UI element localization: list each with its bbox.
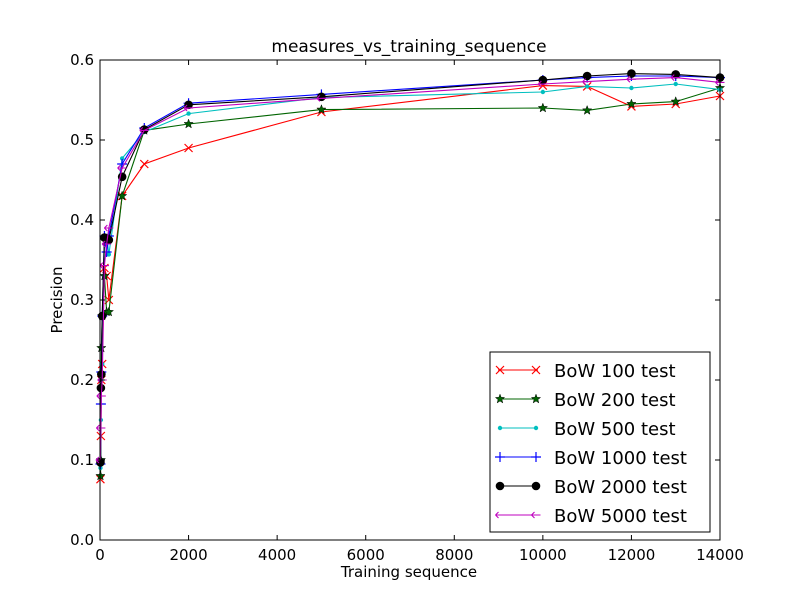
data-point [316, 104, 327, 115]
x-tick-label: 10000 [519, 546, 567, 564]
data-point [626, 75, 636, 83]
data-point [97, 370, 106, 379]
data-point [584, 84, 590, 89]
legend-label: BoW 100 test [554, 361, 676, 382]
series-line [99, 73, 721, 463]
legend-marker [531, 481, 541, 491]
legend-entry: BoW 1000 test [495, 448, 687, 469]
plot-area [95, 69, 726, 484]
legend-box [489, 351, 711, 533]
legend-marker [495, 511, 505, 519]
data-point [183, 118, 194, 129]
legend-label: BoW 2000 test [554, 477, 687, 498]
x-tick-label: 8000 [435, 546, 473, 564]
x-tick-label: 0 [95, 546, 105, 564]
data-point [103, 224, 114, 232]
legend-entry: BoW 100 test [495, 361, 676, 382]
data-point [184, 100, 193, 110]
y-tick-label: 0.1 [70, 451, 94, 469]
legend-entry: BoW 200 test [494, 390, 676, 411]
data-point [582, 78, 592, 85]
legend-marker [533, 425, 539, 431]
legend-marker [495, 365, 505, 375]
data-point [97, 311, 107, 321]
legend-marker [494, 393, 506, 404]
data-point [183, 104, 194, 112]
y-tick-label: 0.6 [70, 51, 94, 69]
data-point [95, 424, 106, 432]
data-point [101, 240, 112, 248]
data-point [316, 95, 326, 102]
data-point [106, 252, 112, 257]
data-point [671, 70, 681, 79]
data-point [629, 85, 634, 91]
legend-entry: BoW 5000 test [495, 506, 687, 527]
y-tick-label: 0.5 [70, 131, 94, 149]
data-point [582, 71, 592, 81]
legend-entry: BoW 2000 test [495, 477, 687, 498]
axis-ticks: 0 2000 4000 6000 8000 10000 12000 14000 0.0 0.1 0.… [70, 51, 744, 564]
legend-marker [495, 481, 505, 491]
x-tick-label: 12000 [608, 546, 656, 564]
x-tick-label: 14000 [696, 546, 744, 564]
data-point [627, 69, 636, 78]
data-point [186, 111, 191, 116]
data-point [184, 143, 193, 153]
data-point [96, 392, 106, 400]
data-point [673, 81, 678, 87]
data-point [139, 127, 149, 134]
data-point [119, 156, 125, 161]
legend-label: BoW 500 test [554, 419, 676, 440]
legend-marker [531, 452, 541, 462]
y-tick-label: 0.0 [70, 531, 94, 549]
chart-title: measures_vs_training_sequence [271, 37, 546, 57]
data-point [117, 164, 127, 172]
legend-marker [531, 365, 541, 375]
legend-marker [497, 425, 503, 431]
legend-label: BoW 200 test [554, 390, 676, 411]
data-point [139, 159, 149, 169]
data-point [540, 89, 546, 95]
x-axis-label: Training sequence [340, 563, 477, 581]
y-tick-label: 0.4 [70, 211, 94, 229]
data-point [103, 306, 115, 317]
legend-entry: BoW 500 test [497, 419, 676, 440]
data-point [96, 383, 106, 393]
legend-marker [531, 511, 541, 519]
data-point [670, 74, 681, 81]
legend: BoW 100 test BoW 200 test BoW 500 test BoW … [489, 351, 711, 533]
x-tick-label: 2000 [169, 546, 207, 564]
legend-marker [495, 452, 505, 462]
data-point [104, 235, 114, 245]
y-axis-label: Precision [48, 267, 66, 334]
data-point [537, 80, 548, 88]
legend-marker [530, 393, 542, 404]
legend-label: BoW 1000 test [554, 448, 687, 469]
series-line [99, 77, 721, 461]
y-tick-label: 0.3 [70, 291, 94, 309]
data-point [581, 104, 593, 115]
data-point [626, 98, 637, 109]
legend-label: BoW 5000 test [554, 506, 687, 527]
data-point [670, 96, 681, 107]
x-tick-label: 4000 [258, 546, 296, 564]
y-tick-label: 0.2 [70, 371, 94, 389]
data-point [537, 102, 549, 113]
x-tick-label: 6000 [347, 546, 385, 564]
